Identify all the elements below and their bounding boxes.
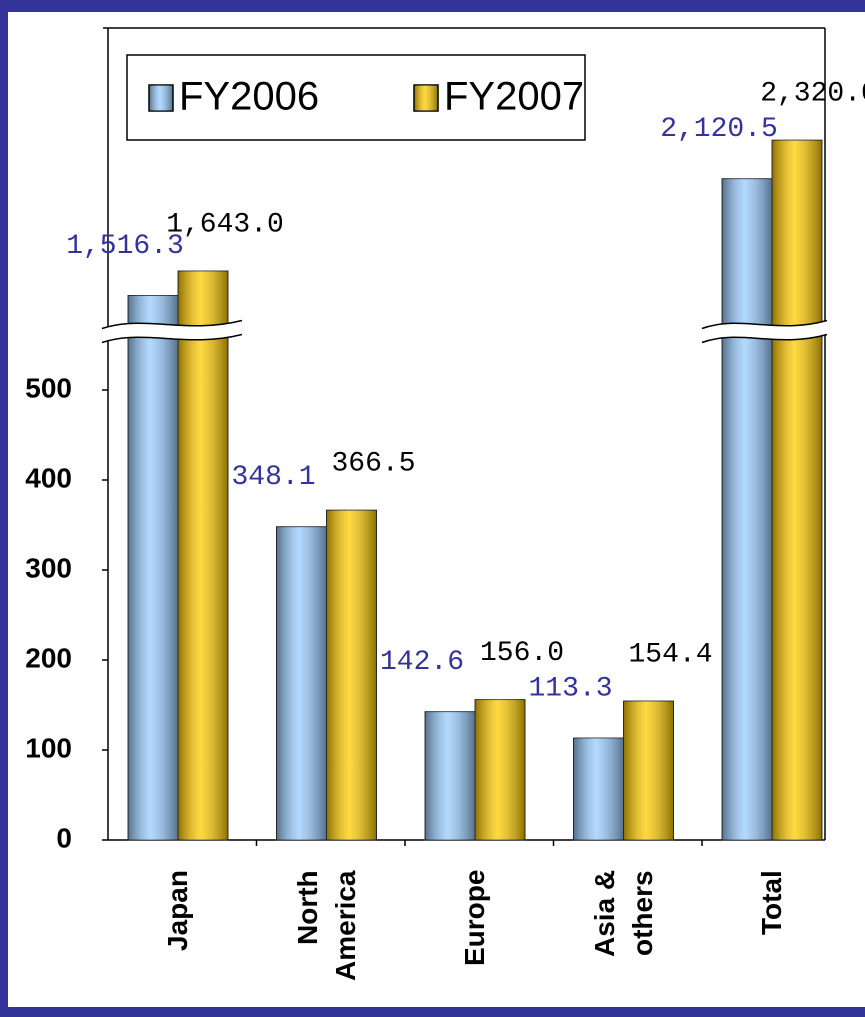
value-label: 1,516.3 xyxy=(66,231,184,262)
y-tick-label: 500 xyxy=(25,372,72,403)
value-label: 142.6 xyxy=(380,647,464,678)
x-tick-label: Europe xyxy=(459,870,490,967)
bar xyxy=(177,270,229,841)
legend-box xyxy=(126,54,586,141)
y-tick-label: 200 xyxy=(25,642,72,673)
x-tick-label: Asia & others xyxy=(588,870,658,958)
value-label: 156.0 xyxy=(480,638,564,669)
value-label: 348.1 xyxy=(231,462,315,493)
axis-break-line xyxy=(701,319,828,330)
bar xyxy=(127,295,179,841)
y-tick-label: 100 xyxy=(25,732,72,763)
legend-swatch-shading xyxy=(149,85,173,111)
bar xyxy=(623,700,674,841)
value-label: 2,120.5 xyxy=(660,114,778,145)
value-label: 1,643.0 xyxy=(166,209,284,240)
y-tick-label: 400 xyxy=(25,462,72,493)
x-tick-label: Total xyxy=(756,870,787,935)
value-label: 113.3 xyxy=(528,673,612,704)
axis-break-line xyxy=(701,333,828,344)
legend-swatch-shading xyxy=(414,85,438,111)
y-tick-label: 300 xyxy=(25,552,72,583)
legend-label: FY2007 xyxy=(444,75,584,119)
bar xyxy=(276,526,327,841)
axis-break-line xyxy=(101,319,243,330)
y-tick-label: 0 xyxy=(56,822,72,853)
bar xyxy=(326,509,377,841)
x-tick-label: Japan xyxy=(162,870,193,951)
bar xyxy=(424,711,476,841)
bar xyxy=(573,737,624,841)
x-tick-label: North America xyxy=(291,870,361,981)
bar xyxy=(474,699,526,841)
bar xyxy=(721,178,773,841)
legend-label: FY2006 xyxy=(179,75,319,119)
value-label: 2,320.0 xyxy=(760,79,865,110)
axis-break-line xyxy=(101,333,243,344)
value-label: 154.4 xyxy=(628,639,712,670)
bar xyxy=(771,139,823,841)
value-label: 366.5 xyxy=(331,449,415,480)
